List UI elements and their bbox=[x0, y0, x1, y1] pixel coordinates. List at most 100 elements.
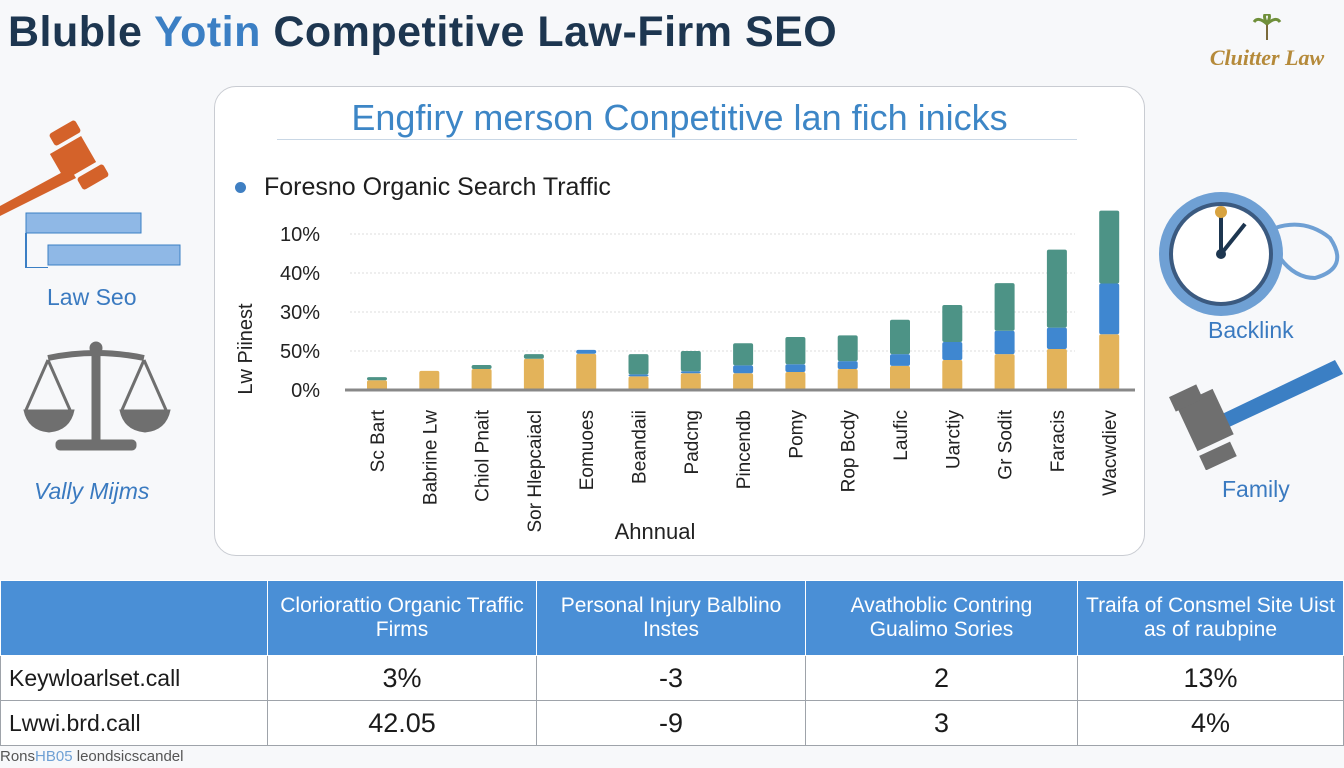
bar-segment bbox=[890, 365, 910, 390]
bar-segment bbox=[680, 351, 701, 372]
bar-segment bbox=[576, 353, 597, 390]
chart-card-title: Engfiry merson Conpetitive lan fich inic… bbox=[351, 97, 1008, 138]
chart-card: Engfiry merson Conpetitive lan fich inic… bbox=[214, 86, 1145, 556]
bar-segment bbox=[942, 359, 963, 390]
title-rest: Competitive Law-Firm SEO bbox=[273, 8, 838, 56]
law-seo-label: Law Seo bbox=[47, 284, 137, 310]
bar-segment bbox=[576, 349, 597, 354]
backlink-label: Backlink bbox=[1208, 317, 1294, 343]
bar-segment bbox=[837, 361, 858, 369]
bar-segment bbox=[942, 342, 963, 360]
x-tick-label: Gr Sodit bbox=[996, 409, 1017, 479]
table-header-cell: Personal Injury Balblino Instes bbox=[536, 580, 806, 656]
table-row: Keywloarlset.call 3% -3 2 13% bbox=[0, 655, 1344, 701]
bar-segment bbox=[837, 368, 858, 390]
bar-segment bbox=[733, 373, 754, 390]
logo-text: Cluitter Law bbox=[1209, 45, 1325, 70]
x-tick-label: Padcng bbox=[682, 410, 703, 474]
y-tick-label: 10% bbox=[280, 224, 320, 246]
y-axis-label: Lw Piinest bbox=[235, 303, 257, 395]
legend-dot bbox=[235, 182, 246, 193]
table-cell: Lwwi.brd.call bbox=[0, 700, 268, 746]
x-tick-label: Rop Bcdy bbox=[839, 410, 860, 493]
footer-code: HB05 bbox=[35, 748, 73, 765]
bar-segment bbox=[733, 365, 754, 374]
x-tick-label: Faracis bbox=[1048, 410, 1069, 472]
bar-segment bbox=[1099, 210, 1120, 284]
bar-segment bbox=[628, 374, 649, 377]
table-cell: 42.05 bbox=[267, 700, 537, 746]
title-divider bbox=[277, 139, 1077, 140]
x-tick-label: Eomuoes bbox=[577, 410, 598, 490]
vally-mijms-label: Vally Mijms bbox=[34, 478, 150, 504]
table-cell: 13% bbox=[1077, 655, 1344, 701]
table-header-cell: Traifa of Consmel Site Uist as of raubpi… bbox=[1077, 580, 1344, 656]
x-tick-label: Beandaii bbox=[630, 410, 651, 484]
footer-prefix: Rons bbox=[0, 748, 36, 765]
x-tick-label: Pincendb bbox=[734, 410, 755, 489]
bar-segment bbox=[367, 380, 387, 390]
table-cell: 4% bbox=[1077, 700, 1344, 746]
bar-segment bbox=[785, 364, 806, 373]
table-cell: -3 bbox=[536, 655, 806, 701]
page-title: Bluble Yotin Competitive Law-Firm SEO bbox=[8, 8, 837, 57]
footer-text: leondsicscandel bbox=[76, 748, 184, 765]
bar-segment bbox=[733, 343, 754, 366]
bar-segment bbox=[628, 376, 649, 390]
bar-segment bbox=[680, 371, 701, 374]
x-tick-label: Pomy bbox=[786, 410, 807, 459]
bar-segment bbox=[994, 330, 1015, 355]
legend-label: Foresno Organic Search Traffic bbox=[264, 173, 611, 201]
table-cell: 3 bbox=[805, 700, 1078, 746]
y-tick-label: 0% bbox=[291, 380, 320, 402]
palm-tree-icon bbox=[1252, 12, 1282, 40]
table-header-cell: Cloriorattio Organic Traffic Firms bbox=[267, 580, 537, 656]
data-table: Cloriorattio Organic Traffic Firms Perso… bbox=[0, 580, 1344, 746]
bar-segment bbox=[628, 354, 649, 375]
table-cell: 3% bbox=[267, 655, 537, 701]
y-tick-label: 30% bbox=[280, 302, 320, 324]
title-word-2: Yotin bbox=[154, 8, 261, 56]
gavel-icon bbox=[1169, 360, 1343, 470]
x-tick-label: Wacwdiev bbox=[1100, 410, 1121, 496]
x-tick-label: Uarctiy bbox=[943, 410, 964, 470]
x-tick-label: Babrine Lw bbox=[420, 410, 441, 505]
y-tick-label: 40% bbox=[280, 263, 320, 285]
bar-segment bbox=[942, 304, 963, 343]
bar-segment bbox=[471, 365, 492, 369]
bar-segment bbox=[785, 336, 806, 365]
bar-segment bbox=[471, 368, 492, 390]
bar-chart: 0% 50% 30% 40% 10% Lw Piinest Sc Bart Babrine L… bbox=[235, 210, 1135, 544]
x-tick-label: Sor Hlepcaiacl bbox=[525, 410, 546, 533]
x-tick-label: Sc Bart bbox=[368, 409, 389, 472]
table-cell: Keywloarlset.call bbox=[0, 655, 268, 701]
bar-segment bbox=[680, 373, 701, 390]
stopwatch-icon bbox=[1159, 192, 1340, 316]
x-tick-label: Laufic bbox=[891, 410, 912, 461]
table-cell: -9 bbox=[536, 700, 806, 746]
title-word-1: Bluble bbox=[8, 8, 143, 56]
table-row: Lwwi.brd.call 42.05 -9 3 4% bbox=[0, 700, 1344, 746]
legend: Foresno Organic Search Traffic bbox=[235, 173, 611, 202]
footer-note: RonsHB05 leondsicscandel bbox=[0, 748, 183, 765]
bar-segment bbox=[419, 370, 440, 390]
scales-of-justice-icon bbox=[23, 341, 171, 451]
bar-segment bbox=[523, 354, 544, 359]
x-tick-label: Chiol Pnait bbox=[473, 409, 494, 502]
bar-segment bbox=[785, 372, 806, 390]
bar-segment bbox=[890, 319, 910, 355]
family-label: Family bbox=[1222, 476, 1290, 502]
gavel-icon bbox=[0, 120, 181, 268]
bar-segment bbox=[890, 354, 910, 366]
logo: Cluitter Law bbox=[1192, 12, 1342, 71]
bar-segment bbox=[1046, 249, 1067, 328]
y-tick-label: 50% bbox=[280, 341, 320, 363]
bar-segment bbox=[367, 377, 387, 381]
bar-segment bbox=[1099, 283, 1120, 335]
bar-segment bbox=[1046, 327, 1067, 350]
browser-bars-graphic bbox=[25, 212, 181, 268]
table-header-row: Cloriorattio Organic Traffic Firms Perso… bbox=[0, 580, 1344, 656]
bar-segment bbox=[523, 358, 544, 390]
bar-segment bbox=[837, 335, 858, 362]
table-header-cell bbox=[0, 580, 268, 656]
